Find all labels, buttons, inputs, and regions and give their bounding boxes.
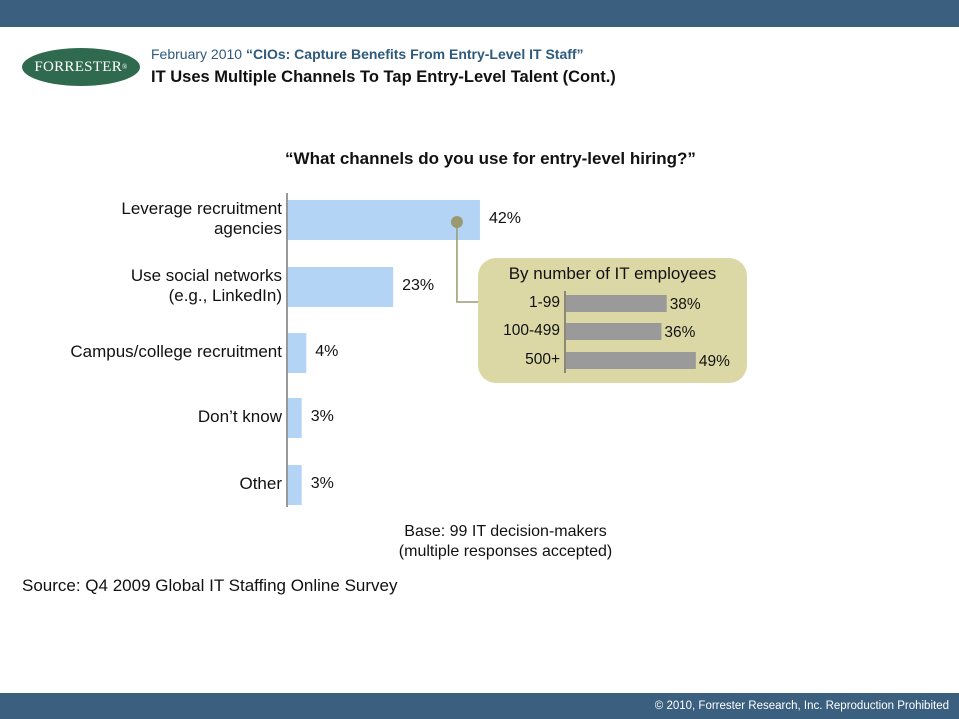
slide-title: IT Uses Multiple Channels To Tap Entry-L… [151, 68, 616, 86]
logo-text: FORRESTER [34, 58, 123, 75]
inset-value-label: 38% [669, 296, 701, 313]
category-label-line: (e.g., LinkedIn) [168, 286, 282, 305]
value-label-leverage-recruitment-agencies: 42% [488, 210, 521, 227]
category-label-line: Campus/college recruitment [70, 342, 282, 361]
bar-leverage-recruitment-agencies [288, 200, 480, 240]
report-date: February 2010 [151, 46, 243, 62]
category-label-line: Other [239, 474, 282, 493]
report-reference: February 2010 “CIOs: Capture Benefits Fr… [151, 46, 584, 62]
category-label-don-t-know: Don’t know [198, 407, 282, 427]
inset-category-label: 1-99 [528, 294, 560, 311]
category-label-line: Use social networks [130, 266, 282, 285]
chart-title-text: “What channels do you use for entry-leve… [285, 149, 696, 168]
bar-campus-college-recruitment [288, 333, 307, 373]
category-label-leverage-recruitment-agencies: Leverage recruitment agencies [121, 199, 282, 239]
value-label-don-t-know: 3% [310, 408, 334, 425]
top-accent-bar [0, 0, 959, 27]
logo-registered-mark: ® [122, 63, 128, 71]
inset-title: By number of IT employees [508, 264, 717, 283]
inset-bar-100-499 [566, 323, 662, 340]
category-label-line: Don’t know [197, 407, 282, 426]
base-note: Base: 99 IT decision-makers (multiple re… [0, 522, 959, 562]
base-note-line-1: Base: 99 IT decision-makers [404, 523, 607, 540]
report-title: “CIOs: Capture Benefits From Entry-Level… [245, 46, 584, 62]
category-label-other: Other [239, 474, 282, 494]
value-label-campus-college-recruitment: 4% [315, 343, 339, 360]
value-label-other: 3% [310, 475, 334, 492]
category-label-use-social-networks-e-g-linkedin: Use social networks (e.g., LinkedIn) [131, 266, 282, 306]
category-label-line: agencies [213, 219, 282, 238]
bar-use-social-networks-e-g-linkedin [288, 267, 394, 307]
inset-value-label: 36% [664, 324, 696, 341]
inset-value-label: 49% [698, 353, 730, 370]
inset-bar-chart [564, 291, 696, 373]
callout-dot [450, 216, 463, 228]
inset-bar-1-99 [566, 295, 667, 312]
callout-connector [456, 222, 480, 303]
inset-panel: By number of IT employees 1-99 38% 100-499… [478, 258, 747, 383]
bar-don-t-know [288, 398, 302, 438]
inset-bar-500 [566, 352, 696, 369]
inset-category-label: 500+ [525, 351, 560, 368]
chart-title: “What channels do you use for entry-leve… [0, 149, 959, 169]
base-note-line-2: (multiple responses accepted) [398, 543, 613, 560]
bar-other [288, 465, 302, 505]
inset-category-label: 100-499 [503, 322, 560, 339]
footer-bar: © 2010, Forrester Research, Inc. Reprodu… [0, 693, 959, 719]
value-label-use-social-networks-e-g-linkedin: 23% [402, 277, 435, 294]
source-note: Source: Q4 2009 Global IT Staffing Onlin… [22, 576, 398, 595]
category-label-line: Leverage recruitment [121, 199, 282, 218]
category-label-campus-college-recruitment: Campus/college recruitment [70, 342, 282, 362]
copyright-text: © 2010, Forrester Research, Inc. Reprodu… [654, 700, 949, 712]
forrester-logo: FORRESTER ® [22, 48, 140, 86]
